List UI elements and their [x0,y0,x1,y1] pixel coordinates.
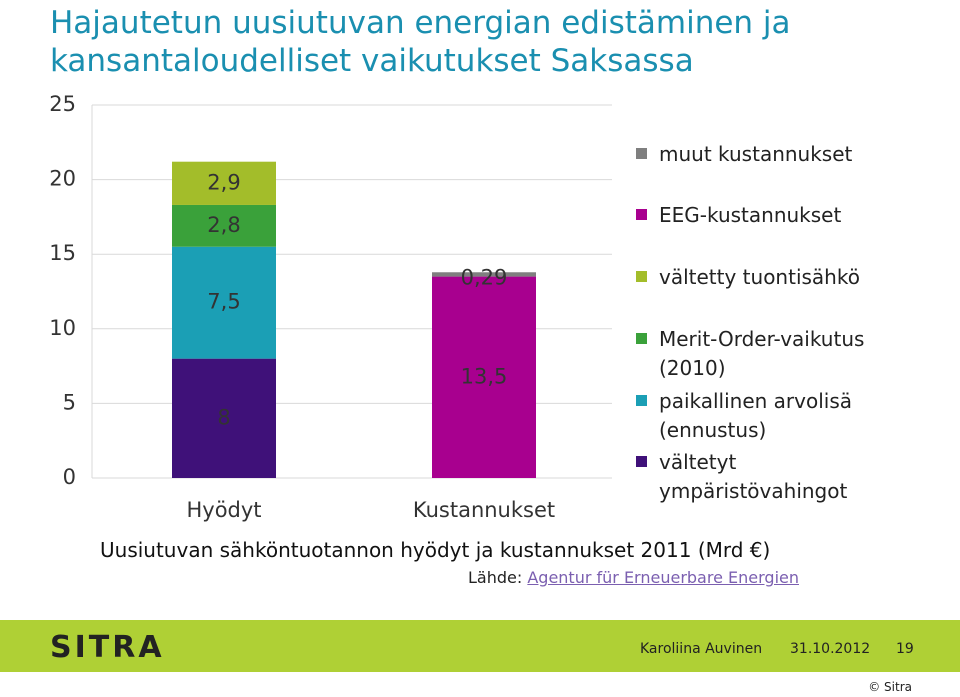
source: Lähde: Agentur für Erneuerbare Energien [468,568,799,587]
bar-segment [432,276,536,478]
legend-label: vältetyt ympäristövahingot [659,450,848,503]
source-prefix: Lähde: [468,568,523,587]
footer-band [0,620,960,672]
legend-label: vältetty tuontisähkö [659,265,860,289]
legend-swatch [636,148,647,159]
logo: SITRA [50,630,165,665]
data-label: 8 [217,405,230,429]
author: Karoliina Auvinen [640,641,763,657]
data-label: 2,8 [207,213,240,237]
data-label: 13,5 [461,364,508,388]
bar-segment [172,358,276,478]
source-link[interactable]: Agentur für Erneuerbare Energien [527,568,799,587]
y-tick-label: 20 [49,167,76,191]
legend-label: paikallinen arvolisä (ennustus) [659,389,853,442]
slide-title: Hajautetun uusiutuvan energian edistämin… [50,5,791,79]
legend-swatch [636,271,647,282]
x-tick-label: Kustannukset [413,498,555,522]
data-label: 0,29 [461,265,508,289]
y-tick-label: 25 [49,92,76,116]
page-number: 19 [896,641,914,657]
x-tick-label: Hyödyt [186,498,261,522]
bar-segment [432,272,536,277]
bar-segment [172,204,276,247]
copyright: © Sitra [868,680,912,694]
date: 31.10.2012 [790,641,871,657]
bar-segment [172,161,276,205]
y-tick-label: 0 [63,465,76,489]
legend-swatch [636,209,647,220]
y-tick-label: 10 [49,316,76,340]
data-label: 2,9 [207,170,240,194]
legend-swatch [636,333,647,344]
legend-label: EEG-kustannukset [659,203,842,227]
bar-segment [172,246,276,359]
legend-swatch [636,395,647,406]
chart-title: Uusiutuvan sähköntuotannon hyödyt ja kus… [100,538,771,562]
legend-swatch [636,456,647,467]
legend-label: muut kustannukset [659,142,853,166]
y-tick-label: 15 [49,241,76,265]
y-tick-label: 5 [63,390,76,414]
data-label: 7,5 [207,290,240,314]
legend-label: Merit-Order-vaikutus (2010) [659,327,865,380]
